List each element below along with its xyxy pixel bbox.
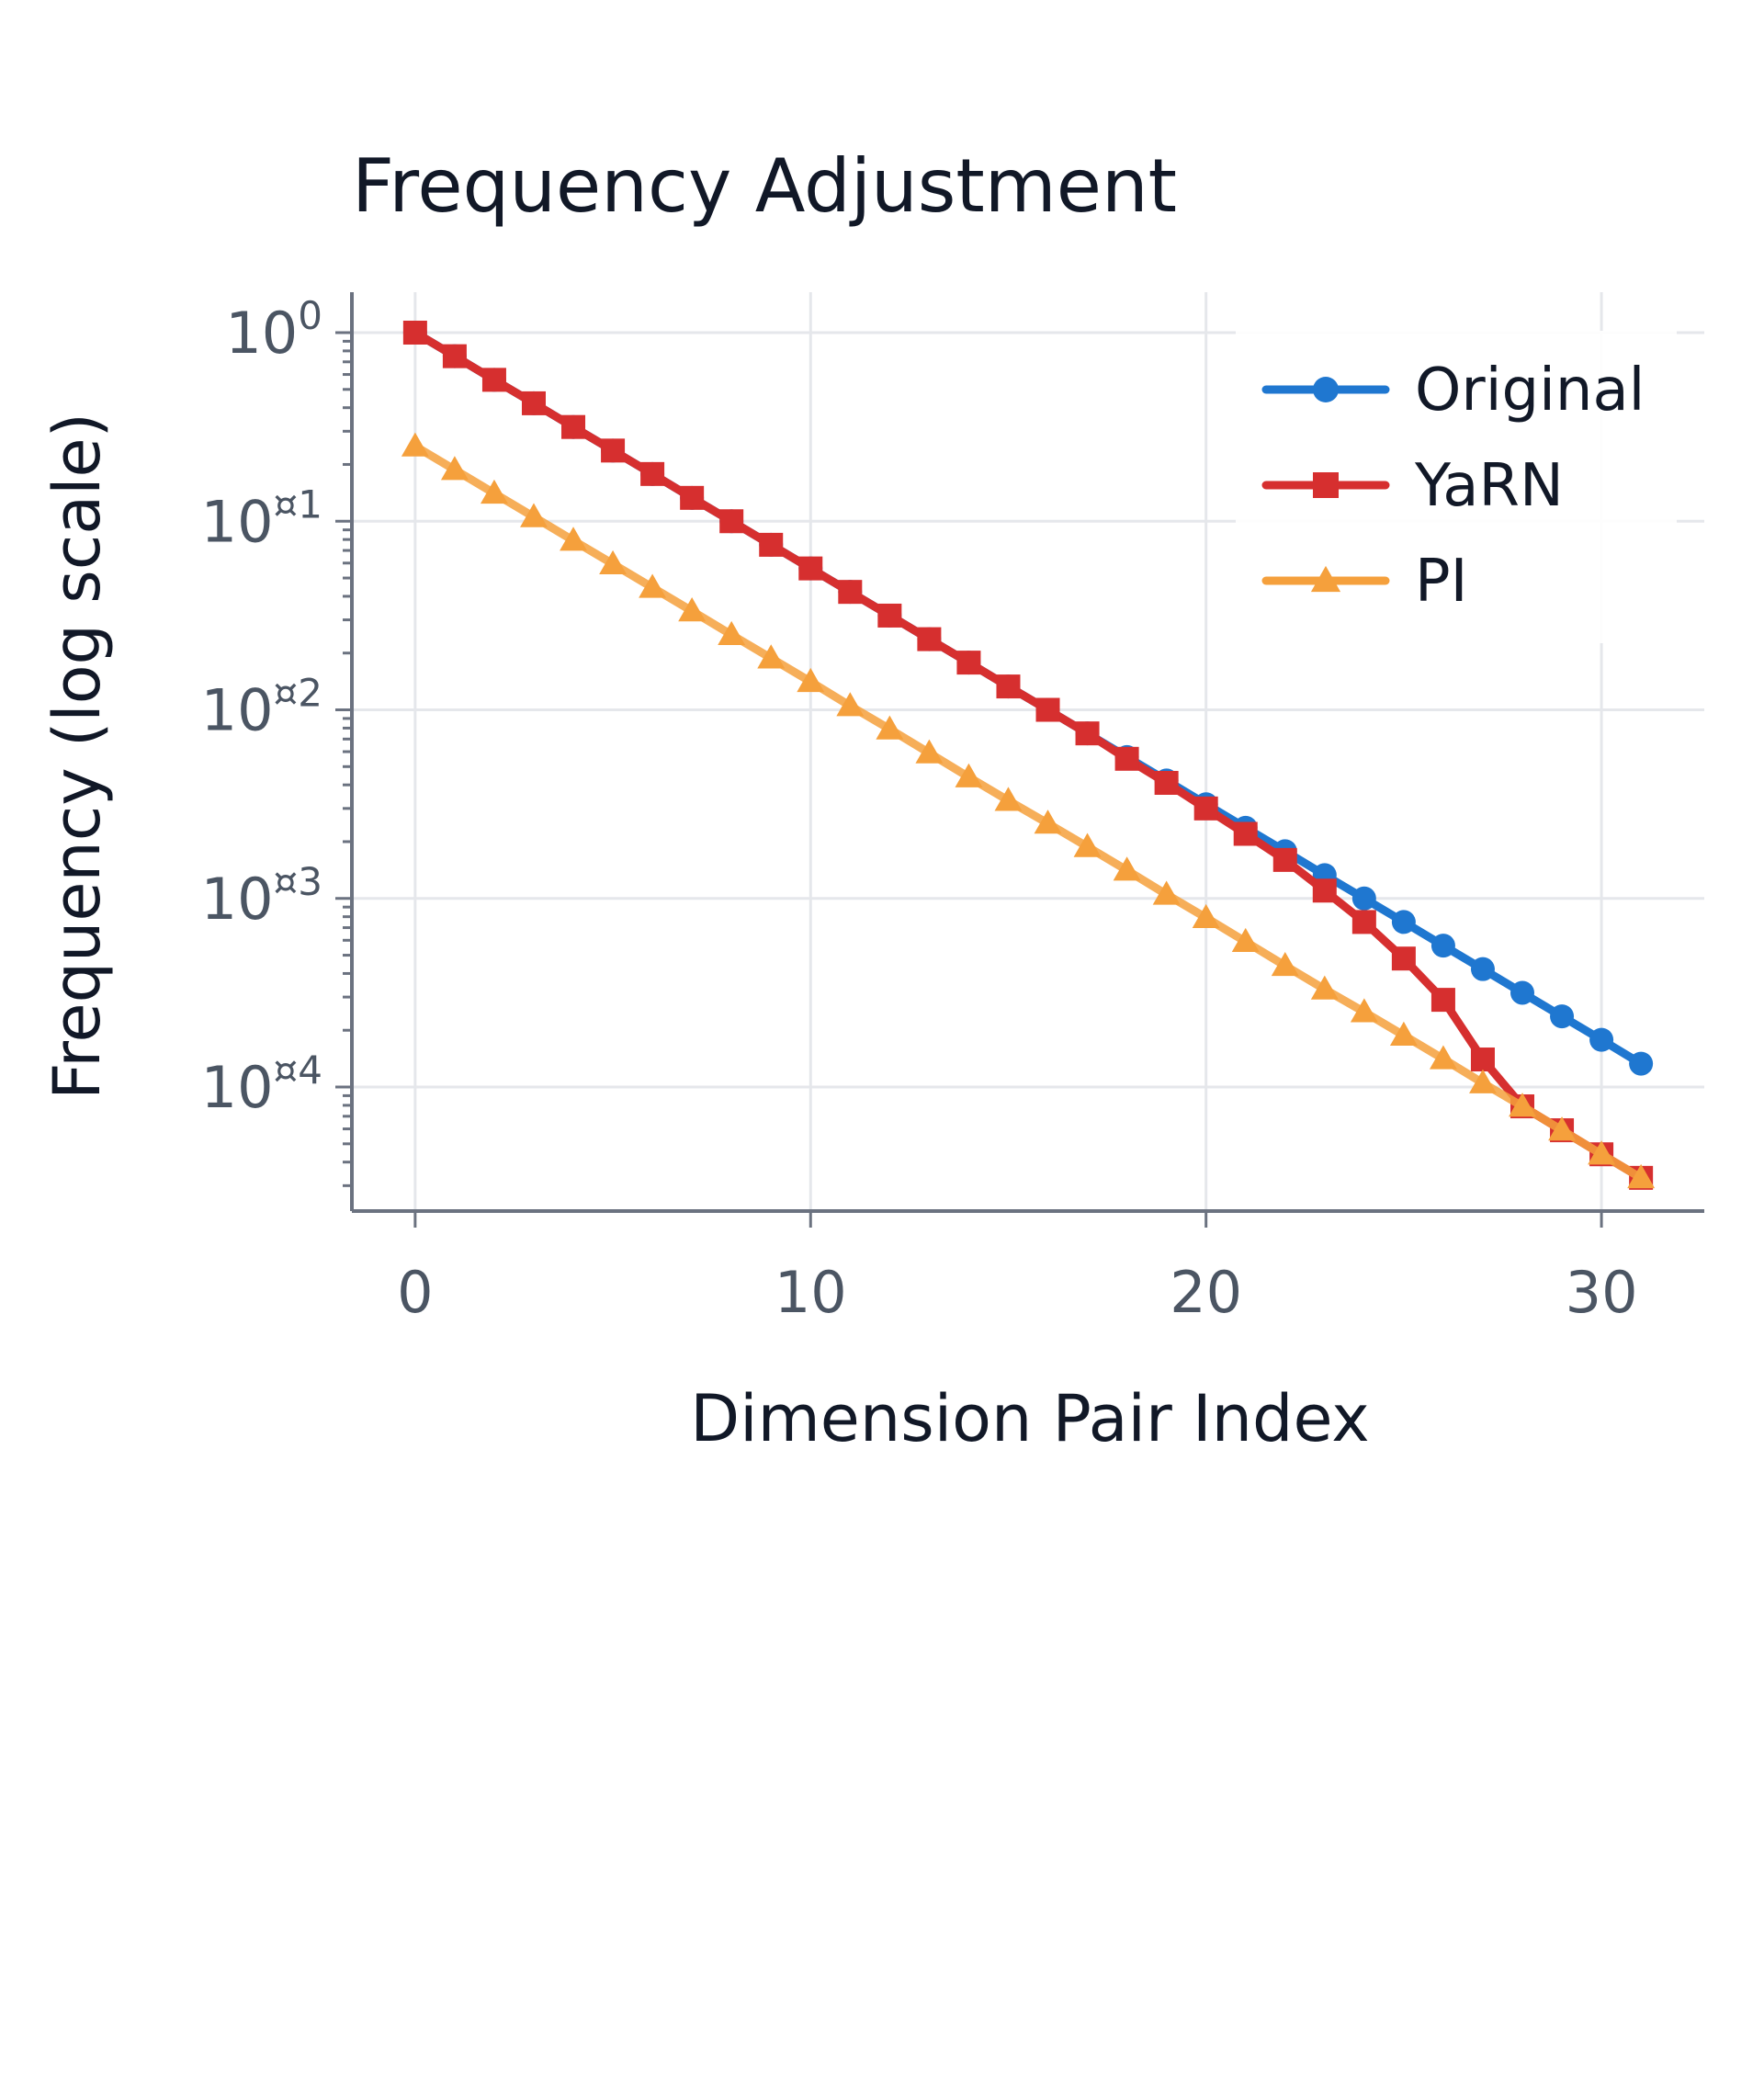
- y-tick-label: 10¤1: [201, 481, 322, 555]
- point-pi: [440, 456, 469, 481]
- point-pi: [757, 644, 786, 669]
- point-pi: [1073, 832, 1102, 857]
- point-yarn: [759, 532, 784, 557]
- point-pi: [639, 573, 667, 598]
- legend-marker-original: [1313, 377, 1339, 402]
- legend-item-original: Original: [1261, 357, 1645, 425]
- x-axis-label: Dimension Pair Index: [690, 1381, 1369, 1456]
- x-tick-label: 20: [1170, 1259, 1242, 1326]
- legend-marker-pi: [1310, 565, 1341, 593]
- axes: 0 10 20 30 100 10¤1 10¤2 10¤3 10¤4: [201, 292, 1704, 1326]
- x-tick-label: 30: [1566, 1259, 1638, 1326]
- point-yarn: [1391, 946, 1416, 971]
- point-pi: [1034, 810, 1062, 834]
- y-tick-label: 100: [225, 293, 322, 367]
- legend-item-pi: PI: [1261, 548, 1467, 616]
- point-pi: [915, 739, 944, 764]
- point-original: [1629, 1051, 1654, 1076]
- point-pi: [1231, 927, 1260, 953]
- point-pi: [1389, 1021, 1418, 1046]
- point-yarn: [798, 556, 823, 581]
- legend-label-original: Original: [1415, 357, 1645, 425]
- point-yarn: [1193, 796, 1218, 821]
- point-pi: [480, 479, 508, 504]
- point-pi: [1588, 1140, 1616, 1165]
- point-original: [1589, 1027, 1614, 1052]
- point-yarn: [1035, 697, 1060, 722]
- point-pi: [1429, 1045, 1457, 1070]
- point-pi: [560, 527, 587, 551]
- x-tick-label: 0: [397, 1259, 433, 1326]
- point-pi: [955, 763, 983, 787]
- legend-marker-yarn: [1313, 472, 1339, 498]
- point-yarn: [719, 509, 744, 534]
- point-pi: [1350, 998, 1378, 1023]
- y-tick-label: 10¤2: [201, 671, 322, 744]
- point-pi: [1192, 903, 1220, 928]
- point-original: [1430, 934, 1455, 958]
- point-pi: [1548, 1116, 1577, 1141]
- y-axis-label: Frequency (log scale): [40, 413, 115, 1100]
- point-pi: [401, 432, 429, 457]
- point-original: [1550, 1004, 1575, 1029]
- point-yarn: [402, 321, 427, 345]
- point-pi: [1271, 952, 1299, 977]
- point-original: [1470, 957, 1495, 981]
- point-yarn: [996, 674, 1021, 699]
- point-yarn: [1075, 721, 1100, 746]
- point-pi: [1152, 880, 1181, 905]
- point-yarn: [1154, 770, 1179, 795]
- point-pi: [1627, 1163, 1656, 1189]
- y-tick-label: 10¤3: [201, 859, 322, 933]
- point-yarn: [640, 461, 665, 486]
- point-yarn: [1430, 988, 1455, 1013]
- point-yarn: [1470, 1048, 1495, 1072]
- point-pi: [1113, 856, 1141, 881]
- point-original: [1391, 910, 1416, 934]
- point-pi: [1469, 1069, 1497, 1093]
- point-yarn: [956, 651, 981, 675]
- point-yarn: [442, 344, 467, 368]
- point-yarn: [521, 391, 546, 415]
- point-pi: [520, 503, 548, 527]
- legend-label-pi: PI: [1415, 548, 1467, 616]
- point-yarn: [1233, 821, 1258, 846]
- point-yarn: [838, 580, 863, 605]
- legend: Original YaRN PI: [1236, 331, 1677, 643]
- y-tick-label: 10¤4: [201, 1048, 322, 1121]
- legend-item-yarn: YaRN: [1261, 452, 1564, 520]
- point-yarn: [1351, 910, 1376, 934]
- point-pi: [836, 692, 865, 717]
- x-tick-label: 10: [775, 1259, 847, 1326]
- point-yarn: [877, 603, 902, 628]
- point-yarn: [561, 414, 586, 439]
- point-yarn: [680, 485, 705, 510]
- point-pi: [876, 715, 904, 740]
- point-pi: [1310, 975, 1339, 1000]
- point-yarn: [1312, 878, 1337, 903]
- series-layer: [401, 321, 1656, 1190]
- point-yarn: [601, 438, 626, 463]
- series-pi: [401, 432, 1656, 1189]
- legend-label-yarn: YaRN: [1414, 452, 1564, 520]
- chart-title: Frequency Adjustment: [352, 143, 1177, 229]
- point-yarn: [1114, 746, 1139, 771]
- point-pi: [678, 597, 707, 622]
- point-yarn: [481, 368, 506, 392]
- point-pi: [797, 667, 825, 693]
- point-original: [1510, 980, 1535, 1005]
- point-original: [1351, 886, 1376, 911]
- point-pi: [718, 620, 746, 646]
- point-yarn: [917, 627, 942, 651]
- point-yarn: [1272, 847, 1297, 872]
- point-pi: [599, 549, 628, 575]
- point-pi: [994, 787, 1023, 811]
- point-pi: [1509, 1093, 1536, 1117]
